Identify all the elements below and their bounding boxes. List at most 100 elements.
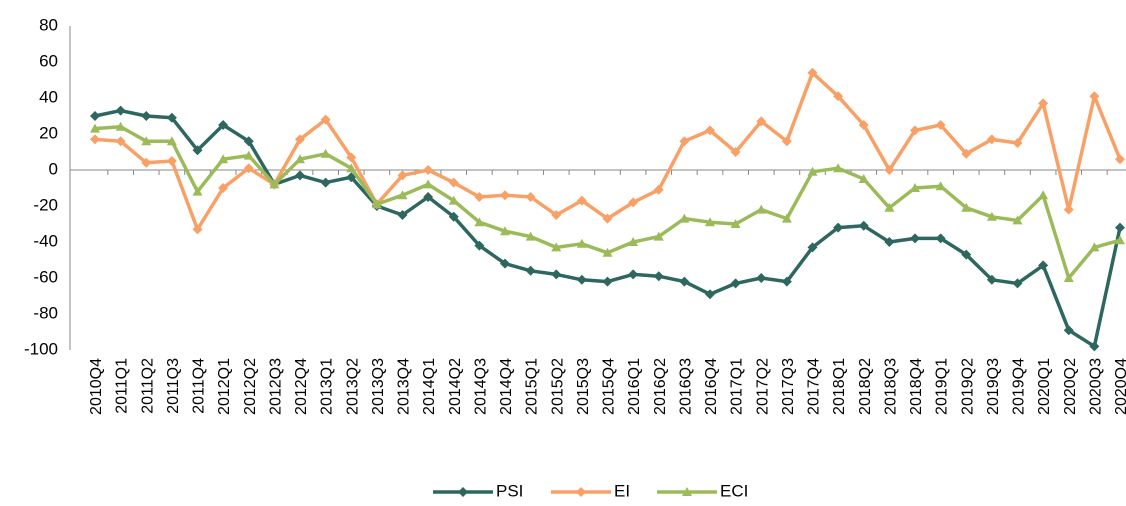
- point: [576, 274, 587, 285]
- point: [551, 210, 562, 220]
- x-tick-label: 2016Q3: [677, 358, 694, 415]
- point: [115, 105, 126, 116]
- point: [525, 231, 536, 241]
- y-tick-label: 20: [39, 123, 58, 142]
- y-tick-label: 0: [49, 159, 58, 178]
- point: [474, 240, 485, 251]
- point: [1012, 215, 1023, 225]
- y-tick-label: 60: [39, 51, 58, 70]
- point: [320, 148, 331, 158]
- point: [371, 199, 382, 209]
- point: [320, 114, 331, 125]
- x-tick-label: 2020Q2: [1062, 358, 1079, 415]
- point: [192, 145, 203, 156]
- point: [1115, 154, 1125, 165]
- point: [1089, 242, 1100, 252]
- point: [884, 237, 895, 247]
- point: [986, 274, 997, 285]
- point: [756, 273, 767, 283]
- point: [269, 179, 280, 189]
- point: [141, 111, 152, 121]
- x-tick-label: 2019Q2: [959, 358, 976, 415]
- point: [653, 231, 664, 241]
- point: [679, 213, 690, 223]
- point: [781, 213, 792, 223]
- point: [295, 134, 305, 145]
- x-tick-label: 2013Q2: [344, 358, 361, 415]
- point: [141, 136, 152, 146]
- x-tick-label: 2014Q4: [498, 358, 515, 415]
- x-tick-label: 2018Q4: [908, 358, 925, 415]
- x-tick-label: 2016Q4: [703, 358, 720, 415]
- point: [986, 134, 997, 145]
- point: [833, 91, 844, 102]
- x-tick-label: 2019Q4: [1011, 358, 1028, 415]
- point: [474, 217, 485, 227]
- point: [166, 136, 177, 146]
- point: [961, 148, 972, 159]
- point: [500, 258, 510, 269]
- point: [1089, 341, 1100, 352]
- x-tick-label: 2015Q3: [575, 358, 592, 415]
- y-tick-label: -40: [33, 231, 58, 250]
- point: [910, 183, 920, 192]
- point: [833, 222, 844, 233]
- point: [1012, 278, 1023, 289]
- x-tick-label: 2014Q3: [472, 358, 489, 415]
- point: [756, 204, 767, 214]
- point: [90, 134, 100, 145]
- point: [781, 136, 792, 147]
- point: [756, 116, 767, 127]
- point: [525, 192, 536, 202]
- x-tick-label: 2010Q4: [88, 358, 105, 415]
- x-tick-label: 2011Q2: [139, 358, 156, 414]
- point: [551, 269, 562, 280]
- point: [935, 181, 946, 191]
- point: [1063, 204, 1074, 215]
- x-tick-label: 2012Q4: [293, 358, 310, 415]
- point: [1115, 222, 1125, 233]
- x-tick-label: 2019Q1: [934, 358, 951, 415]
- y-tick-label: 40: [39, 87, 58, 106]
- legend-marker: [576, 487, 586, 497]
- point: [653, 184, 664, 195]
- point: [243, 163, 254, 174]
- point: [115, 136, 126, 147]
- point: [884, 202, 895, 212]
- x-tick-label: 2016Q1: [626, 358, 643, 415]
- point: [243, 136, 254, 147]
- x-tick-label: 2015Q1: [524, 358, 541, 415]
- y-tick-label: -20: [33, 195, 58, 214]
- point: [858, 174, 869, 183]
- point: [448, 177, 459, 188]
- legend-marker: [458, 487, 468, 497]
- point: [602, 213, 613, 224]
- point: [935, 120, 946, 130]
- x-tick-label: 2017Q4: [806, 358, 823, 415]
- x-tick-label: 2017Q1: [729, 358, 746, 415]
- point: [1115, 235, 1125, 245]
- point: [1063, 273, 1074, 282]
- x-tick-label: 2020Q3: [1087, 358, 1104, 415]
- point: [679, 136, 690, 147]
- point: [986, 211, 997, 221]
- point: [1038, 260, 1049, 271]
- point: [807, 67, 818, 78]
- point: [423, 179, 434, 189]
- point: [218, 120, 229, 130]
- point: [166, 112, 177, 123]
- x-tick-label: 2014Q2: [447, 358, 464, 415]
- point: [1063, 325, 1074, 336]
- point: [628, 197, 639, 208]
- point: [1012, 138, 1023, 148]
- y-tick-label: -80: [33, 303, 58, 322]
- legend-label: ECI: [720, 481, 748, 500]
- point: [346, 152, 357, 163]
- point: [397, 210, 408, 220]
- point: [423, 165, 434, 175]
- point: [192, 224, 203, 235]
- point: [397, 170, 408, 181]
- point: [576, 238, 587, 248]
- point: [320, 177, 331, 188]
